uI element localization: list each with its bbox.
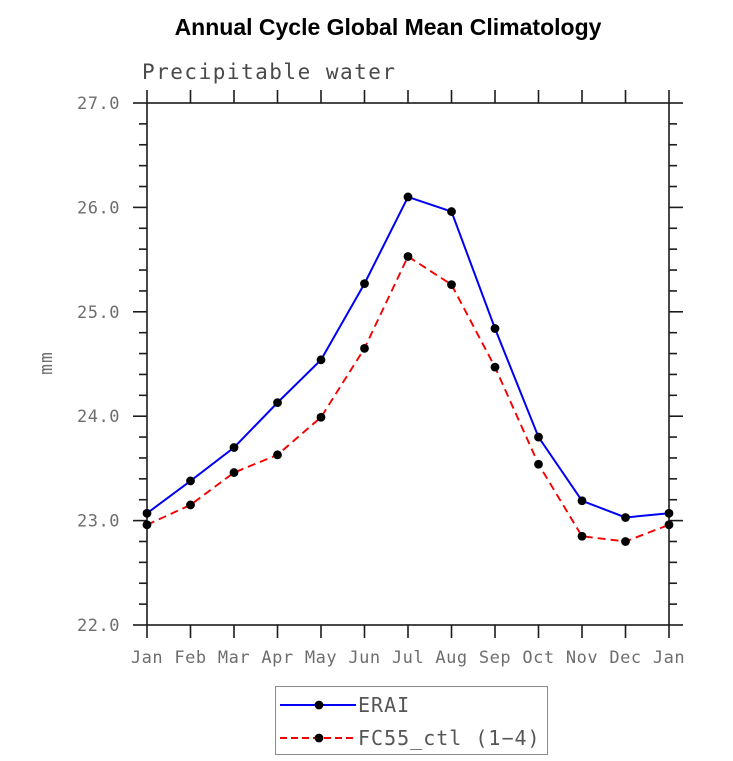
y-tick-label: 22.0 bbox=[77, 616, 120, 636]
y-axis: 22.0 23.0 24.0 25.0 26.0 27.0 bbox=[77, 94, 683, 636]
x-tick-label: Apr bbox=[261, 648, 293, 668]
legend-line-sample bbox=[280, 733, 356, 743]
x-tick-label: Dec bbox=[609, 648, 641, 668]
data-point-marker bbox=[577, 531, 587, 541]
series-line bbox=[146, 255, 670, 543]
x-tick-label: Sep bbox=[479, 648, 511, 668]
data-point-marker bbox=[664, 508, 674, 518]
y-tick-label: 26.0 bbox=[77, 198, 120, 218]
y-axis-title: mm bbox=[36, 351, 57, 375]
data-point-marker bbox=[534, 432, 543, 442]
y-tick-label: 24.0 bbox=[77, 407, 120, 427]
data-point-marker bbox=[447, 280, 456, 290]
x-tick-label: Jan bbox=[131, 648, 163, 668]
x-tick-label: Feb bbox=[174, 648, 206, 668]
data-point-marker bbox=[229, 443, 239, 452]
x-tick-label: May bbox=[305, 648, 337, 668]
data-point-marker bbox=[621, 537, 630, 546]
data-point-marker bbox=[273, 398, 282, 408]
plot-frame bbox=[146, 102, 670, 626]
data-point-marker bbox=[490, 362, 500, 372]
series-fc55 bbox=[142, 252, 674, 546]
x-tick-label: Oct bbox=[522, 648, 554, 668]
legend-marker-dot-icon bbox=[314, 700, 324, 710]
legend-label-fc55: FC55_ctl (1−4) bbox=[358, 726, 541, 750]
legend-label-erai: ERAI bbox=[358, 693, 411, 717]
data-point-marker bbox=[273, 450, 282, 460]
chart-title: Annual Cycle Global Mean Climatology bbox=[174, 14, 602, 40]
data-point-marker bbox=[490, 324, 500, 333]
chart-subtitle: Precipitable water bbox=[142, 60, 397, 84]
data-point-marker bbox=[186, 500, 195, 510]
y-tick-label: 25.0 bbox=[77, 303, 120, 323]
data-point-marker bbox=[186, 476, 195, 486]
data-point-marker bbox=[664, 520, 674, 530]
legend-marker-dot-icon bbox=[314, 733, 324, 743]
data-point-marker bbox=[360, 279, 369, 289]
y-axis-title: mm bbox=[36, 351, 57, 375]
x-tick-label: Jul bbox=[392, 648, 424, 668]
x-tick-label: Jan bbox=[653, 648, 685, 668]
legend-line-sample bbox=[280, 700, 356, 710]
data-point-marker bbox=[316, 412, 326, 422]
x-tick-label: Aug bbox=[435, 648, 467, 668]
data-point-marker bbox=[621, 513, 630, 522]
series-erai bbox=[142, 192, 674, 522]
data-point-marker bbox=[142, 520, 152, 530]
data-point-marker bbox=[360, 343, 369, 353]
series-line bbox=[146, 195, 670, 519]
data-point-marker bbox=[316, 355, 326, 365]
y-tick-label: 23.0 bbox=[77, 512, 120, 532]
data-point-marker bbox=[403, 192, 413, 202]
x-tick-label: Jun bbox=[348, 648, 380, 668]
x-tick-label: Mar bbox=[218, 648, 250, 668]
legend-box: ERAI FC55_ctl (1−4) bbox=[275, 686, 548, 755]
data-point-marker bbox=[403, 252, 413, 261]
data-point-marker bbox=[447, 207, 456, 216]
legend-item-erai: ERAI bbox=[278, 690, 410, 720]
legend-item-fc55: FC55_ctl (1−4) bbox=[278, 723, 541, 753]
data-point-marker bbox=[577, 496, 587, 506]
data-point-marker bbox=[142, 508, 152, 518]
data-point-marker bbox=[534, 459, 543, 469]
x-tick-label: Nov bbox=[566, 648, 598, 668]
x-axis: Jan Feb Mar Apr May Jun Jul Aug Sep Oct Nov Dec Jan bbox=[131, 90, 685, 668]
y-tick-label: 27.0 bbox=[77, 94, 120, 114]
data-point-marker bbox=[229, 468, 239, 477]
